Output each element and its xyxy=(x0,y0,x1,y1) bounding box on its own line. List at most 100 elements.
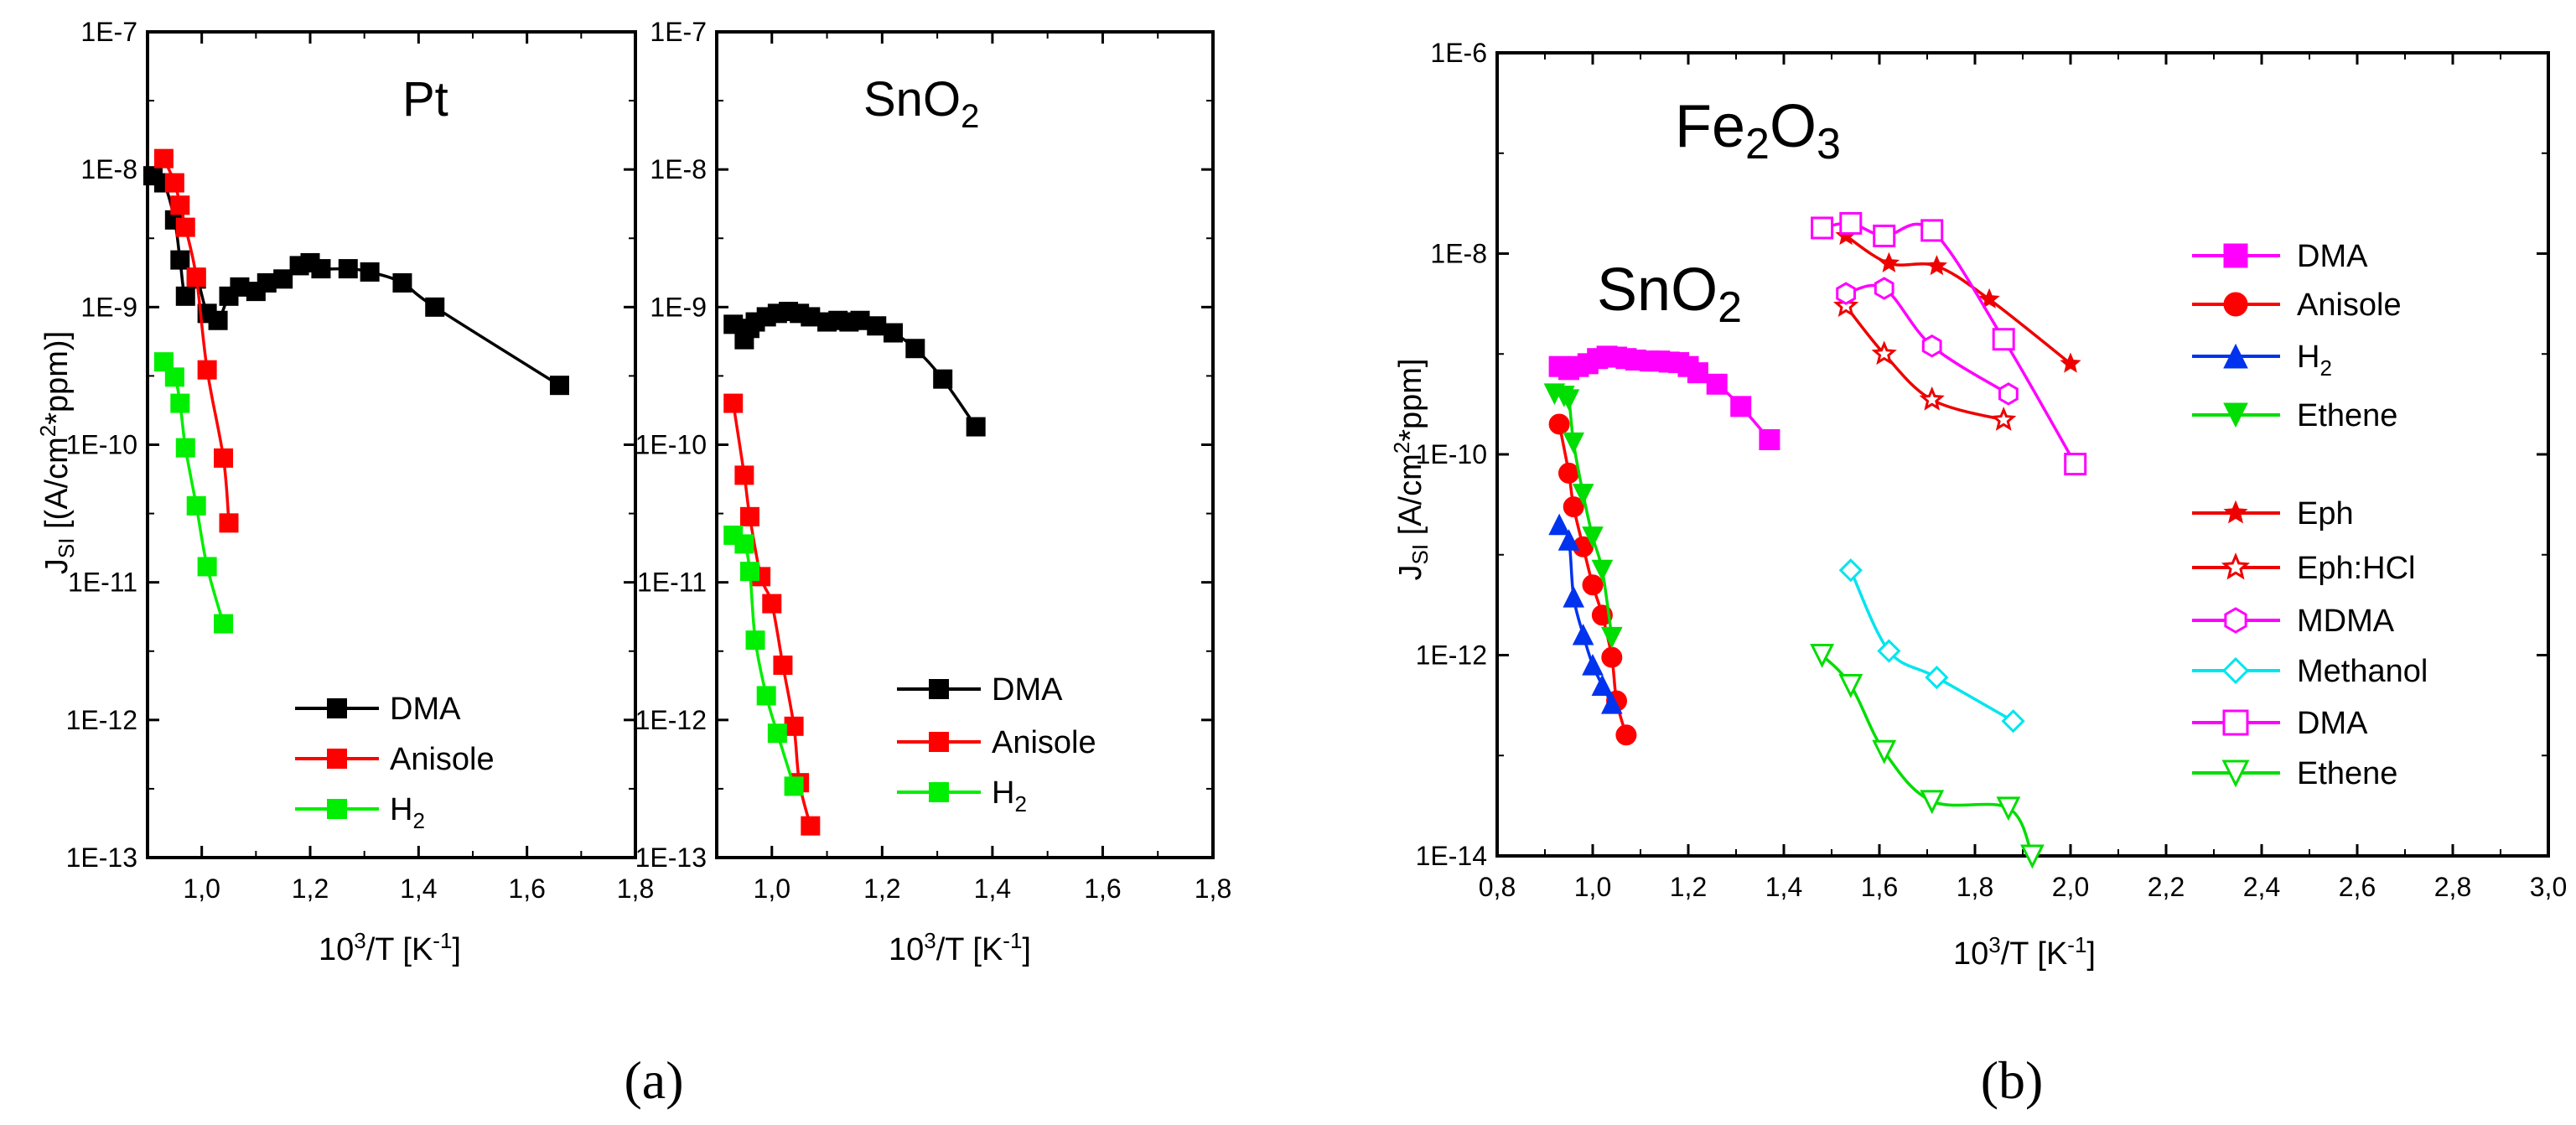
x-tick-label: 2,8 xyxy=(2434,872,2471,902)
data-point xyxy=(1563,496,1584,518)
legend-marker xyxy=(327,799,347,819)
data-point xyxy=(734,465,754,485)
x-tick-label: 1,8 xyxy=(1957,872,1993,902)
data-point xyxy=(1998,382,2019,406)
data-point xyxy=(1558,389,1580,411)
data-point xyxy=(1548,413,1570,435)
data-point xyxy=(2019,844,2045,869)
y-tick-label: 1E-11 xyxy=(637,568,707,598)
y-tick-label: 1E-12 xyxy=(1416,640,1487,671)
data-point xyxy=(1839,211,1863,235)
legend-item-anisole: Anisole xyxy=(897,725,1096,760)
series-dma xyxy=(1548,345,1780,451)
legend-marker xyxy=(2222,709,2249,736)
data-point xyxy=(1572,623,1594,645)
y-tick-label: 1E-8 xyxy=(650,154,707,184)
y-tick-label: 1E-9 xyxy=(80,292,137,322)
series-dma xyxy=(723,302,986,437)
legend-item-mdma: MDMA xyxy=(2192,604,2395,639)
data-point xyxy=(883,323,903,343)
x-tick-label: 1,2 xyxy=(1670,872,1707,902)
data-point xyxy=(2064,453,2087,476)
data-point xyxy=(1838,558,1863,583)
chart-title: Pt xyxy=(402,72,448,127)
series-h2 xyxy=(1548,513,1623,714)
x-tick-label: 1,0 xyxy=(1574,872,1611,902)
x-tick-label: 1,2 xyxy=(292,874,329,904)
data-point xyxy=(784,776,804,796)
data-point xyxy=(1572,484,1594,505)
legend-item-dma: DMA xyxy=(2192,239,2368,274)
series-line xyxy=(1849,569,2014,723)
data-point xyxy=(153,352,174,372)
series-ethene xyxy=(1810,644,2045,869)
series-mdma xyxy=(1836,277,2019,406)
data-point xyxy=(170,250,190,270)
x-tick-label: 1,4 xyxy=(400,874,437,904)
data-point xyxy=(1872,739,1897,765)
x-tick-label: 1,0 xyxy=(754,874,790,904)
data-point xyxy=(1920,219,1944,242)
data-point xyxy=(360,262,380,282)
legend-item-anisole: Anisole xyxy=(2192,288,2402,323)
x-axis-label: 103/T [K-1] xyxy=(889,928,1031,967)
data-point xyxy=(1991,407,2017,431)
data-point xyxy=(219,513,239,533)
data-point xyxy=(762,594,782,614)
y-tick-label: 1E-13 xyxy=(635,842,707,873)
legend-item-eph-hcl: Eph:HCl xyxy=(2192,551,2416,586)
data-point xyxy=(153,148,174,168)
x-tick-label: 2,2 xyxy=(2148,872,2185,902)
legend-item-eph: Eph xyxy=(2192,496,2354,531)
data-point xyxy=(549,376,569,396)
data-point xyxy=(2060,352,2081,373)
legend-item-methanol: Methanol xyxy=(2192,654,2428,689)
data-point xyxy=(1615,724,1637,746)
data-point xyxy=(850,310,870,330)
legend-label: Anisole xyxy=(390,742,495,777)
legend-label: Eph xyxy=(2297,496,2354,531)
chart-title: SnO2 xyxy=(863,72,979,135)
legend: DMA Anisole H2 Ethene Eph Eph:HCl MDMA Methanol… xyxy=(2192,239,2428,791)
data-point xyxy=(1759,429,1780,451)
y-tick-label: 1E-6 xyxy=(1430,38,1487,68)
legend-item-h2: H2 xyxy=(897,775,1027,817)
x-tick-label: 1,2 xyxy=(863,874,900,904)
legend-marker xyxy=(2221,656,2250,685)
x-tick-label: 1,6 xyxy=(508,874,545,904)
series-dma xyxy=(1811,211,2087,476)
data-point xyxy=(1582,653,1604,676)
legend-marker xyxy=(2223,292,2248,317)
y-tick-label: 1E-7 xyxy=(80,17,137,47)
legend-label: Methanol xyxy=(2297,654,2428,689)
series-h2 xyxy=(153,352,234,634)
data-point xyxy=(767,723,787,744)
panel-caption-b: (b) xyxy=(1981,1050,2044,1110)
legend-marker xyxy=(2224,607,2247,634)
legend-label: MDMA xyxy=(2297,604,2395,639)
legend-marker xyxy=(929,732,949,752)
data-point xyxy=(1811,216,1834,240)
data-point xyxy=(1832,293,1859,317)
data-point xyxy=(1706,373,1728,395)
data-point xyxy=(197,360,217,380)
legend-item-h2: H2 xyxy=(2192,340,2332,381)
data-point xyxy=(311,259,331,279)
data-point xyxy=(1687,362,1708,384)
data-point xyxy=(1920,790,1945,815)
data-point xyxy=(1591,674,1614,697)
legend-marker xyxy=(2221,760,2250,788)
legend-marker xyxy=(929,679,949,699)
legend: DMA Anisole H2 xyxy=(897,672,1096,817)
panel-caption-a: (a) xyxy=(624,1050,683,1110)
data-point xyxy=(867,316,887,336)
legend: DMA Anisole H2 xyxy=(295,692,495,833)
legend-marker xyxy=(2223,500,2248,524)
y-tick-label: 1E-8 xyxy=(80,154,137,184)
data-point xyxy=(208,310,228,330)
legend-label: DMA xyxy=(390,692,461,727)
data-point xyxy=(170,195,190,215)
data-point xyxy=(1582,574,1604,596)
data-point xyxy=(1873,224,1896,247)
